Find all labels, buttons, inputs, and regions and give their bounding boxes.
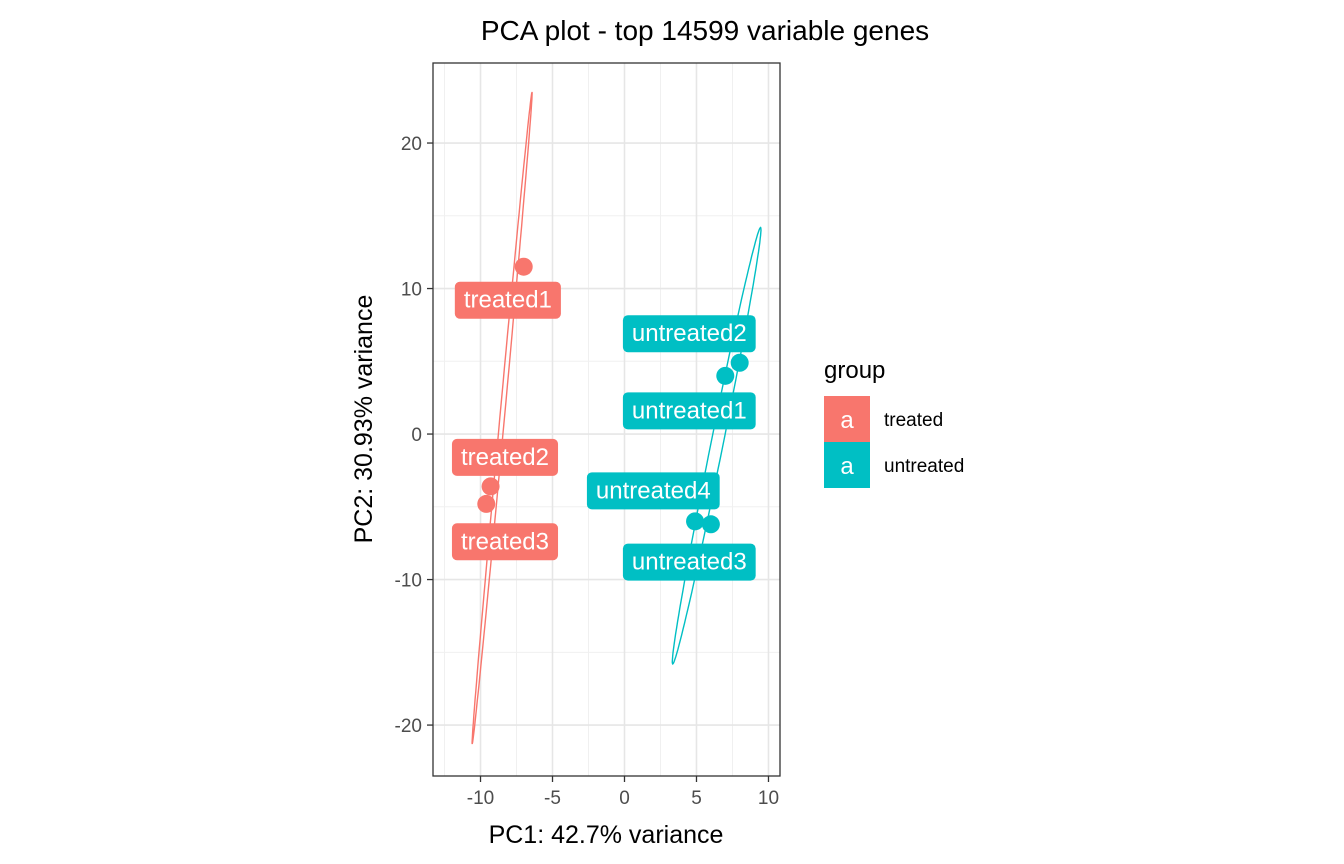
legend-items: a treated a untreated [824,396,964,488]
point-untreated3 [701,515,720,534]
data-label-box [622,315,756,353]
plot-border [432,62,781,777]
data-label-untreated1: untreated1 [622,392,756,430]
data-label-treated3: treated3 [451,523,559,561]
legend-label: treated [884,410,943,431]
point-untreated1 [716,366,735,385]
x-tick-label: -5 [544,788,561,809]
chart-title: PCA plot - top 14599 variable genes [481,15,929,46]
label-layer: treated1 treated2 treated3 untreated2 untrea… [451,281,756,581]
legend-key-glyph: a [840,453,854,480]
data-label-box [451,523,559,561]
legend-item-treated: a treated [824,396,943,442]
x-tick-label: 5 [691,788,702,809]
axis-layer: -10 -5 0 5 10 -20 -10 0 10 20 [395,134,780,809]
data-label-text: untreated3 [632,549,747,576]
point-layer [477,257,749,534]
ellipse-treated [471,91,533,745]
legend-label: untreated [884,456,964,477]
y-tick-label: 10 [401,280,422,301]
data-label-text: untreated2 [632,320,747,347]
y-tick-label: -10 [395,571,422,592]
y-tick-label: 20 [401,134,422,155]
y-axis-title: PC2: 30.93% variance [350,295,378,544]
x-tick-label: 10 [758,788,779,809]
x-axis-title: PC1: 42.7% variance [489,821,724,849]
data-label-box [451,438,559,476]
x-tick-label: -10 [467,788,494,809]
point-treated1 [514,257,533,276]
data-label-box [586,472,720,510]
data-label-text: untreated1 [632,397,747,424]
point-untreated2 [730,353,749,372]
point-untreated4 [686,512,705,531]
data-label-text: treated2 [461,444,549,471]
y-tick-label: -20 [395,716,422,737]
data-label-treated1: treated1 [454,281,561,319]
y-tick-label: 0 [411,425,422,446]
ellipse-untreated [671,226,762,665]
point-treated2 [481,477,500,496]
point-treated3 [477,494,496,513]
data-label-text: treated1 [464,287,552,314]
data-label-untreated3: untreated3 [622,543,756,581]
legend-item-untreated: a untreated [824,442,964,488]
data-label-treated2: treated2 [451,438,559,476]
data-label-untreated2: untreated2 [622,315,756,353]
x-tick-label: 0 [619,788,630,809]
legend: group a treated a untreated [824,357,964,488]
legend-key [824,442,870,488]
data-label-text: untreated4 [596,477,711,504]
legend-key-glyph: a [840,407,854,434]
data-label-untreated4: untreated4 [586,472,720,510]
data-label-box [454,281,561,319]
data-label-text: treated3 [461,528,549,555]
legend-key [824,396,870,442]
legend-title: group [824,357,885,384]
data-label-box [622,543,756,581]
data-label-box [622,392,756,430]
